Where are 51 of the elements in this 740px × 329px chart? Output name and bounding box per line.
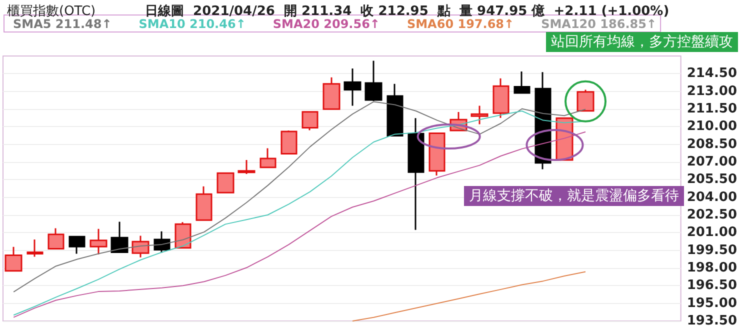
y-tick-label: 207.00: [686, 154, 738, 170]
text: 站回所有均線，多方控盤續攻: [551, 34, 733, 50]
candlestick: [110, 220, 128, 253]
y-tick-label: 202.50: [686, 208, 738, 222]
y-tick-label: 205.50: [686, 172, 738, 188]
annotation: 月線支撐不破，就是震盪偏多看待: [469, 188, 679, 204]
candlestick: [26, 238, 44, 258]
candlestick: [322, 76, 340, 110]
candlestick: [386, 83, 404, 136]
candlestick: [4, 246, 22, 272]
chart-title: 櫃買指數(OTC): [7, 4, 96, 19]
y-tick-label: 210.00: [686, 119, 738, 134]
candlestick: [154, 230, 170, 254]
y-tick-label: 199.50: [686, 242, 738, 258]
y-tick-label: 208.50: [686, 136, 738, 152]
text: SMA60 197.68↑: [406, 17, 514, 31]
line-series: [352, 271, 586, 322]
candlestick: [132, 234, 150, 258]
candlestick: [534, 71, 552, 170]
candlestick: [302, 111, 318, 131]
candlestick: [216, 172, 234, 194]
candlestick: [470, 104, 488, 126]
candlestick: [238, 159, 256, 175]
y-tick-label: 211.50: [686, 102, 738, 116]
candlestick: [514, 70, 530, 94]
y-tick-label: 193.50: [686, 314, 738, 328]
text: SMA5 211.48↑: [13, 17, 112, 31]
candlestick: [260, 147, 276, 168]
candlestick: [492, 78, 510, 119]
y-tick-label: 198.00: [686, 260, 738, 276]
y-tick-label: 214.50: [686, 66, 738, 82]
candlestick: [48, 228, 64, 250]
y-tick-label: 204.00: [686, 190, 738, 205]
candlestick: [428, 132, 446, 176]
y-tick-label: 213.00: [686, 84, 738, 99]
candlestick: [174, 221, 192, 249]
candlestick: [90, 228, 108, 256]
candlestick: [196, 186, 212, 221]
candlestick: [408, 117, 424, 231]
y-tick-label: 201.00: [686, 225, 738, 240]
text: SMA20 209.56↑: [272, 17, 380, 31]
candlestick: [344, 68, 362, 106]
candlestick: [364, 60, 382, 102]
candlestick: [280, 130, 298, 155]
chart-subtitle: 日線圖 2021/04/26 開 211.34 收 212.95 點 量 947.95 億 +2.11 (+1.00%): [145, 3, 670, 19]
candlestick: [576, 89, 594, 112]
y-tick-label: 196.50: [686, 278, 738, 294]
text: SMA10 210.46↑: [138, 17, 246, 31]
legend-label: SMA120 186.85↑: [541, 17, 657, 31]
y-tick-label: 195.00: [686, 296, 738, 311]
candlestick: [68, 236, 86, 254]
